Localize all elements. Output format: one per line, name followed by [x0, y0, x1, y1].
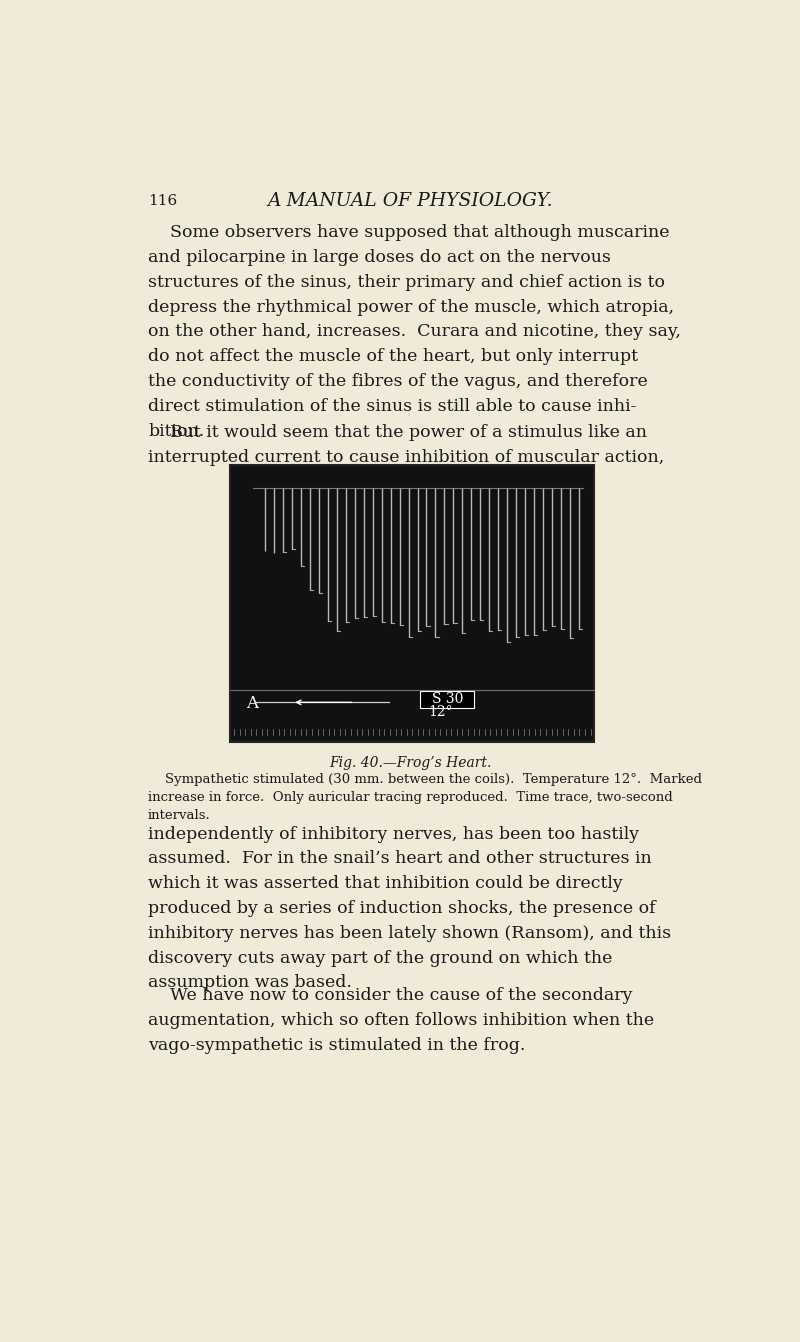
Text: 116: 116 — [148, 195, 178, 208]
Text: Fig. 40.—Frog’s Heart.: Fig. 40.—Frog’s Heart. — [329, 757, 491, 770]
Text: We have now to consider the cause of the secondary
augmentation, which so often : We have now to consider the cause of the… — [148, 988, 654, 1053]
Bar — [420, 691, 474, 707]
Text: A: A — [246, 695, 258, 713]
Text: Sympathetic stimulated (30 mm. between the coils).  Temperature 12°.  Marked
inc: Sympathetic stimulated (30 mm. between t… — [148, 773, 702, 823]
Text: S 30: S 30 — [431, 692, 463, 706]
Text: A MANUAL OF PHYSIOLOGY.: A MANUAL OF PHYSIOLOGY. — [267, 192, 553, 211]
Text: But it would seem that the power of a stimulus like an
interrupted current to ca: But it would seem that the power of a st… — [148, 424, 664, 466]
Text: 12°: 12° — [428, 705, 453, 718]
Bar — [230, 466, 594, 742]
Text: independently of inhibitory nerves, has been too hastily
assumed.  For in the sn: independently of inhibitory nerves, has … — [148, 825, 671, 992]
Text: Some observers have supposed that although muscarine
and pilocarpine in large do: Some observers have supposed that althou… — [148, 224, 681, 440]
